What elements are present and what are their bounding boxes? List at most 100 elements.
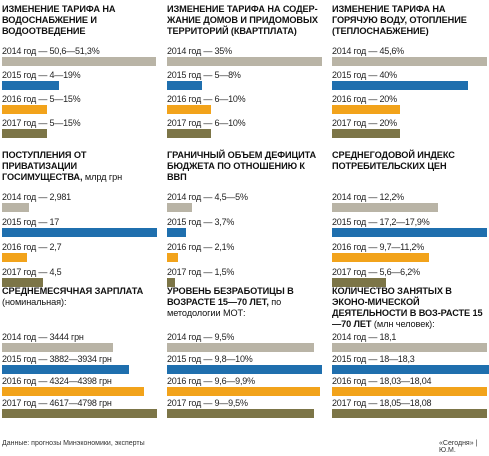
bar-row: 2016 год — 5—15% bbox=[2, 94, 158, 114]
chart-panel-4: ПОСТУПЛЕНИЯ ОТ ПРИВАТИЗАЦИИ ГОСИМУЩЕСТВА… bbox=[2, 150, 158, 292]
bar bbox=[332, 278, 386, 287]
bar-label: 2016 год — 2,1% bbox=[167, 242, 235, 252]
bar-label: 2017 год — 18,05—18,08 bbox=[332, 398, 432, 408]
bar bbox=[332, 409, 487, 418]
bar-label: 2015 год — 17 bbox=[2, 217, 60, 227]
source-note: Данные: прогнозы Минэкономики, эксперты bbox=[2, 440, 145, 447]
bar-row: 2015 год — 9,8—10% bbox=[167, 354, 323, 374]
bar-row: 2015 год — 18—18,3 bbox=[332, 354, 489, 374]
bar bbox=[332, 129, 400, 138]
chart-panel-3: ИЗМЕНЕНИЕ ТАРИФА НА ГОРЯЧУЮ ВОДУ, ОТОПЛЕ… bbox=[332, 4, 488, 142]
bar bbox=[167, 57, 322, 66]
bar-row: 2017 год — 1,5% bbox=[167, 267, 323, 287]
bar bbox=[332, 253, 429, 262]
bar bbox=[332, 203, 438, 212]
chart-title: СРЕДНЕГОДОВОЙ ИНДЕКС ПОТРЕБИТЕЛЬСКИХ ЦЕН bbox=[332, 150, 488, 172]
chart-title-text: ПОСТУПЛЕНИЯ ОТ ПРИВАТИЗАЦИИ ГОСИМУЩЕСТВА… bbox=[2, 150, 87, 182]
bar bbox=[332, 228, 487, 237]
bar-row: 2016 год — 9,6—9,9% bbox=[167, 376, 323, 396]
bar-row: 2014 год — 18,1 bbox=[332, 332, 488, 352]
bar-label: 2014 год — 9,5% bbox=[167, 332, 235, 342]
bar bbox=[332, 365, 489, 374]
bar-label: 2014 год — 4,5—5% bbox=[167, 192, 248, 202]
bar-label: 2015 год — 3882—3934 грн bbox=[2, 354, 112, 364]
bar-label: 2016 год — 18,03—18,04 bbox=[332, 376, 432, 386]
bar bbox=[167, 81, 202, 90]
bar-row: 2016 год — 2,1% bbox=[167, 242, 323, 262]
chart-panel-1: ИЗМЕНЕНИЕ ТАРИФА НА ВОДОСНАБЖЕНИЕ И ВОДО… bbox=[2, 4, 158, 142]
bar-label: 2017 год — 5,6—6,2% bbox=[332, 267, 420, 277]
bar-row: 2015 год — 3,7% bbox=[167, 217, 323, 237]
chart-title: ГРАНИЧНЫЙ ОБЪЕМ ДЕФИЦИТА БЮДЖЕТА ПО ОТНО… bbox=[167, 150, 323, 183]
bar-label: 2017 год — 4617—4798 грн bbox=[2, 398, 112, 408]
bar bbox=[2, 409, 157, 418]
chart-title: СРЕДНЕМЕСЯЧНАЯ ЗАРПЛАТА (номинальная): bbox=[2, 286, 158, 308]
chart-unit: (млн человек): bbox=[373, 319, 435, 329]
bar-label: 2015 год — 4—19% bbox=[2, 70, 81, 80]
credit-note: «Сегодня» | Ю.М. bbox=[439, 440, 478, 454]
bar bbox=[2, 253, 27, 262]
chart-title-text: ИЗМЕНЕНИЕ ТАРИФА НА СОДЕР-ЖАНИЕ ДОМОВ И … bbox=[167, 4, 318, 36]
bar-row: 2014 год — 9,5% bbox=[167, 332, 323, 352]
bar-label: 2014 год — 35% bbox=[167, 46, 232, 56]
bar-label: 2014 год — 45,6% bbox=[332, 46, 404, 56]
bar bbox=[2, 365, 129, 374]
bar-label: 2014 год — 2,981 bbox=[2, 192, 71, 202]
bar-row: 2017 год — 5—15% bbox=[2, 118, 158, 138]
bar-row: 2016 год — 18,03—18,04 bbox=[332, 376, 488, 396]
bar-row: 2015 год — 17 bbox=[2, 217, 158, 237]
bar-label: 2017 год — 9—9,5% bbox=[167, 398, 248, 408]
bar-label: 2017 год — 20% bbox=[332, 118, 397, 128]
bar-label: 2016 год — 9,7—11,2% bbox=[332, 242, 425, 252]
chart-title-text: ИЗМЕНЕНИЕ ТАРИФА НА ГОРЯЧУЮ ВОДУ, ОТОПЛЕ… bbox=[332, 4, 467, 36]
bar-label: 2017 год — 6—10% bbox=[167, 118, 246, 128]
bar bbox=[2, 343, 113, 352]
bar-label: 2015 год — 9,8—10% bbox=[167, 354, 253, 364]
bar-row: 2016 год — 6—10% bbox=[167, 94, 323, 114]
bar-label: 2016 год — 2,7 bbox=[2, 242, 62, 252]
bar-row: 2015 год — 40% bbox=[332, 70, 488, 90]
bar bbox=[167, 278, 175, 287]
bar-label: 2014 год — 3444 грн bbox=[2, 332, 84, 342]
chart-title-text: КОЛИЧЕСТВО ЗАНЯТЫХ В ЭКОНО-МИЧЕСКОЙ ДЕЯТ… bbox=[332, 286, 483, 329]
bar bbox=[2, 105, 47, 114]
bar bbox=[332, 81, 468, 90]
bar bbox=[167, 203, 192, 212]
bar bbox=[167, 409, 314, 418]
bar-row: 2017 год — 4,5 bbox=[2, 267, 158, 287]
chart-panel-2: ИЗМЕНЕНИЕ ТАРИФА НА СОДЕР-ЖАНИЕ ДОМОВ И … bbox=[167, 4, 323, 142]
bar-row: 2017 год — 20% bbox=[332, 118, 488, 138]
bar-row: 2014 год — 45,6% bbox=[332, 46, 488, 66]
bar-label: 2017 год — 4,5 bbox=[2, 267, 62, 277]
bar-row: 2017 год — 5,6—6,2% bbox=[332, 267, 488, 287]
chart-title: ИЗМЕНЕНИЕ ТАРИФА НА ВОДОСНАБЖЕНИЕ И ВОДО… bbox=[2, 4, 158, 37]
chart-title: ИЗМЕНЕНИЕ ТАРИФА НА СОДЕР-ЖАНИЕ ДОМОВ И … bbox=[167, 4, 323, 37]
chart-title-text: ГРАНИЧНЫЙ ОБЪЕМ ДЕФИЦИТА БЮДЖЕТА ПО ОТНО… bbox=[167, 150, 317, 182]
bar bbox=[2, 57, 156, 66]
bar bbox=[167, 105, 211, 114]
bar-label: 2015 год — 17,2—17,9% bbox=[332, 217, 430, 227]
bar-row: 2015 год — 17,2—17,9% bbox=[332, 217, 488, 237]
bar-row: 2016 год — 4324—4398 грн bbox=[2, 376, 158, 396]
bar bbox=[332, 343, 487, 352]
bar-row: 2016 год — 9,7—11,2% bbox=[332, 242, 488, 262]
bar bbox=[167, 365, 322, 374]
bar-label: 2015 год — 5—8% bbox=[167, 70, 241, 80]
chart-title-text: ИЗМЕНЕНИЕ ТАРИФА НА ВОДОСНАБЖЕНИЕ И ВОДО… bbox=[2, 4, 116, 36]
bar-label: 2015 год — 3,7% bbox=[167, 217, 235, 227]
bar-label: 2016 год — 9,6—9,9% bbox=[167, 376, 255, 386]
bar-row: 2016 год — 20% bbox=[332, 94, 488, 114]
bar bbox=[332, 387, 487, 396]
chart-title-text: УРОВЕНЬ БЕЗРАБОТИЦЫ В ВОЗРАСТЕ 15—70 ЛЕТ… bbox=[167, 286, 294, 307]
chart-title-text: СРЕДНЕМЕСЯЧНАЯ ЗАРПЛАТА bbox=[2, 286, 144, 296]
bar-row: 2015 год — 3882—3934 грн bbox=[2, 354, 158, 374]
bar-row: 2014 год — 2,981 bbox=[2, 192, 158, 212]
bar-row: 2017 год — 9—9,5% bbox=[167, 398, 323, 418]
bar bbox=[332, 105, 400, 114]
chart-title: УРОВЕНЬ БЕЗРАБОТИЦЫ В ВОЗРАСТЕ 15—70 ЛЕТ… bbox=[167, 286, 323, 319]
bar bbox=[167, 253, 178, 262]
bar-row: 2014 год — 4,5—5% bbox=[167, 192, 323, 212]
bar-label: 2016 год — 6—10% bbox=[167, 94, 246, 104]
bar-label: 2016 год — 5—15% bbox=[2, 94, 81, 104]
bar-row: 2015 год — 4—19% bbox=[2, 70, 158, 90]
